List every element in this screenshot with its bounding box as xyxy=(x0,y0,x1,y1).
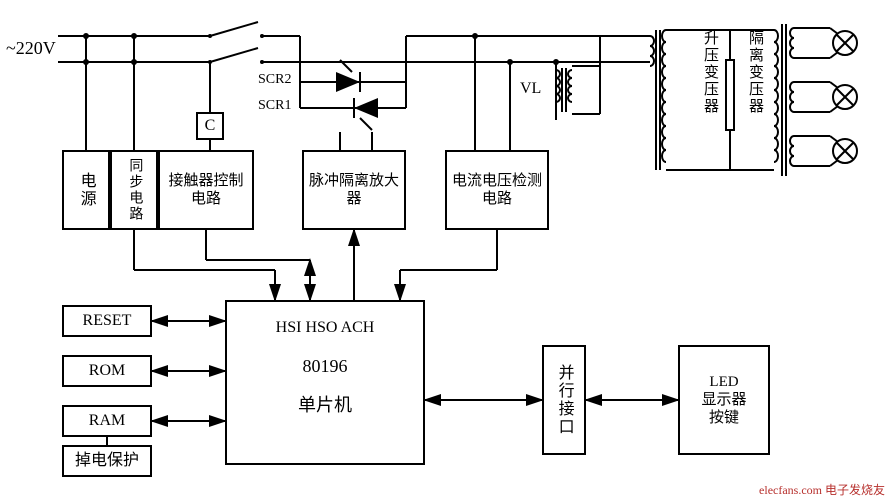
ram-label: RAM xyxy=(89,411,125,430)
powerfail-block: 掉电保护 xyxy=(62,445,152,477)
vl-transformer xyxy=(553,36,600,120)
scr-pair xyxy=(300,60,406,130)
contactor-block: 接触器控制电路 xyxy=(158,150,254,230)
c-relay: C xyxy=(196,112,224,140)
reset-label: RESET xyxy=(83,311,132,330)
detect-label: 电流电压检测电路 xyxy=(447,168,547,212)
isolation-transformer xyxy=(774,24,857,176)
sync-label: 同步电路 xyxy=(126,158,143,222)
pulse-label: 脉冲隔离放大器 xyxy=(304,168,404,212)
scr1-label: SCR1 xyxy=(258,98,291,114)
watermark: elecfans.com 电子发烧友 xyxy=(759,481,885,498)
stepup-label: 升压变压器 xyxy=(700,30,721,115)
contactor-label: 接触器控制电路 xyxy=(160,168,252,212)
mcu-header: HSI HSO ACH xyxy=(276,318,375,337)
mcu-name: 单片机 xyxy=(298,395,352,417)
isolation-label: 隔离变压器 xyxy=(745,30,766,115)
c-relay-label: C xyxy=(205,116,216,135)
led-block: LED 显示器 按键 xyxy=(678,345,770,455)
pio-block: 并行接口 xyxy=(542,345,586,455)
rom-block: ROM xyxy=(62,355,152,387)
mains-label: ~220V xyxy=(6,38,56,59)
reset-block: RESET xyxy=(62,305,152,337)
power-block: 电源 xyxy=(62,150,110,230)
powerfail-label: 掉电保护 xyxy=(75,451,139,470)
ram-block: RAM xyxy=(62,405,152,437)
pio-label: 并行接口 xyxy=(554,364,573,436)
vl-label: VL xyxy=(520,80,541,98)
sync-block: 同步电路 xyxy=(110,150,158,230)
power-label: 电源 xyxy=(76,172,95,208)
scr2-label: SCR2 xyxy=(258,72,291,88)
detect-block: 电流电压检测电路 xyxy=(445,150,549,230)
mcu-block: HSI HSO ACH 80196 单片机 xyxy=(225,300,425,465)
pulse-block: 脉冲隔离放大器 xyxy=(302,150,406,230)
led-label: LED 显示器 按键 xyxy=(701,373,746,427)
rom-label: ROM xyxy=(89,361,125,380)
mcu-id: 80196 xyxy=(303,356,348,378)
